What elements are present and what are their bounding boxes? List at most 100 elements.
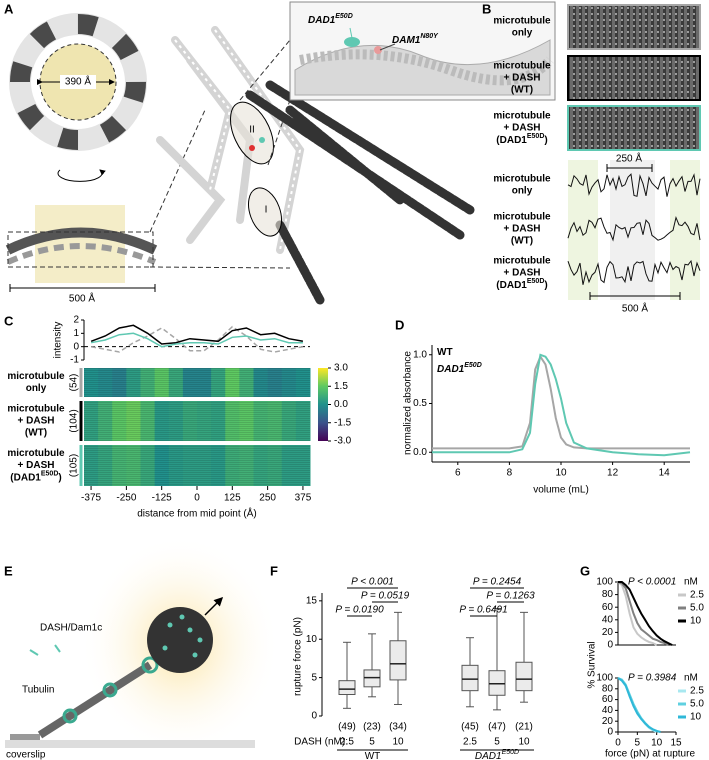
scale-label: 250 Å	[616, 152, 642, 165]
y-tick-label: -1	[70, 355, 79, 366]
series-line	[617, 677, 658, 733]
superscript: N80Y	[420, 33, 439, 40]
site-label: II	[249, 125, 255, 136]
x-tick-label: 0	[194, 493, 200, 504]
box	[389, 640, 407, 681]
box	[488, 670, 506, 696]
profile-line	[90, 325, 304, 353]
condition-label: microtubule	[7, 448, 65, 459]
y-tick-label: 0	[607, 727, 613, 738]
x-tick-label: 250	[259, 493, 276, 504]
shade	[568, 160, 598, 300]
condition-label: microtubule	[7, 404, 65, 415]
box	[461, 664, 479, 692]
x-axis-label: DASH (nM):	[294, 737, 348, 748]
text-part: DAD1	[500, 135, 528, 146]
count-label: (49)	[338, 722, 356, 733]
condition-label: (WT)	[511, 85, 533, 96]
text-part: (	[496, 280, 500, 291]
panel-label: G	[580, 563, 590, 578]
diameter-label: 390 Å	[65, 75, 91, 88]
legend-title: nM	[684, 673, 698, 684]
x-tick-label: 2.5	[340, 737, 354, 748]
condition-label: microtubule	[493, 111, 551, 122]
count-label: (45)	[461, 722, 479, 733]
y-tick-label: 40	[602, 705, 614, 716]
diagram-label: DASH/Dam1c	[40, 623, 102, 634]
group-label: WT	[365, 751, 381, 760]
series-line	[617, 677, 661, 733]
text-part: (	[10, 472, 14, 483]
text-part: )	[544, 135, 547, 146]
y-tick-label: 80	[602, 589, 614, 600]
text-part: WT	[437, 347, 453, 358]
series-line	[617, 677, 661, 733]
profile-line	[90, 324, 304, 345]
condition-label: (WT)	[25, 428, 47, 439]
micrograph	[567, 55, 701, 101]
y-tick-label: 0	[311, 711, 317, 722]
site-label: I	[265, 205, 268, 216]
x-tick-label: 375	[295, 493, 312, 504]
condition-label: (DAD1E50D)	[496, 133, 547, 146]
y-tick-label: 60	[602, 602, 614, 613]
x-tick-label: 6	[455, 468, 461, 479]
x-tick-label: 5	[635, 738, 641, 749]
superscript: E50D	[464, 362, 482, 369]
colorbar-label: 1.5	[334, 381, 348, 392]
x-tick-label: -250	[116, 493, 136, 504]
condition-label: (DAD1E50D)	[10, 470, 61, 483]
count-label: (104)	[69, 409, 80, 432]
p-value: P = 0.0190	[335, 605, 384, 616]
y-tick-label: 20	[602, 716, 614, 727]
series-line	[617, 581, 658, 646]
y-axis-label: normalized absorbance	[403, 351, 414, 455]
heatmap-texture	[84, 368, 310, 397]
condition-label: + DASH	[504, 224, 541, 235]
condition-label: microtubule	[493, 256, 551, 267]
colorbar-label: -3.0	[334, 436, 352, 447]
x-tick-label: 5	[369, 737, 375, 748]
superscript: E50D	[527, 278, 545, 285]
y-tick-label: 0	[607, 640, 613, 651]
p-value: P = 0.0519	[361, 591, 410, 602]
series-line	[432, 354, 690, 450]
panel-label: C	[4, 313, 14, 328]
text-part: )	[58, 472, 61, 483]
length-label: 500 Å	[69, 292, 95, 305]
x-tick-label: 0	[615, 738, 621, 749]
text-part: DAD1	[308, 15, 336, 26]
condition-label: + DASH	[18, 460, 55, 471]
text-part: (	[496, 135, 500, 146]
legend-entry: WT	[437, 347, 453, 358]
series-line	[432, 353, 691, 457]
y-tick-label: 20	[602, 627, 614, 638]
legend-entry: 10	[690, 616, 702, 627]
series-line	[617, 581, 669, 646]
x-axis-label: force (pN) at rupture	[605, 749, 695, 760]
y-axis-label: intensity	[53, 322, 64, 359]
micrograph	[567, 105, 701, 151]
y-tick-label: 0.5	[413, 398, 427, 409]
y-tick-label: 1.0	[413, 349, 427, 360]
condition-label: only	[512, 186, 533, 197]
p-value: P = 0.3984	[628, 673, 677, 684]
diagram-label: coverslip	[6, 750, 46, 760]
superscript: E50D	[335, 13, 353, 20]
box	[363, 669, 381, 688]
condition-label: + DASH	[504, 268, 541, 279]
condition-label: + DASH	[18, 416, 55, 427]
heatmap-texture	[84, 445, 310, 486]
count-label: (54)	[69, 374, 80, 392]
x-axis-label: distance from mid point (Å)	[137, 507, 257, 520]
text-part: DAD1	[14, 472, 42, 483]
y-tick-label: 80	[602, 683, 614, 694]
x-tick-label: 5	[494, 737, 500, 748]
x-tick-label: -375	[81, 493, 101, 504]
text-part: DAM1	[392, 35, 421, 46]
condition-label: microtubule	[493, 16, 551, 27]
x-tick-label: 2.5	[463, 737, 477, 748]
text-part: DAD1	[437, 364, 465, 375]
x-tick-label: 125	[224, 493, 241, 504]
